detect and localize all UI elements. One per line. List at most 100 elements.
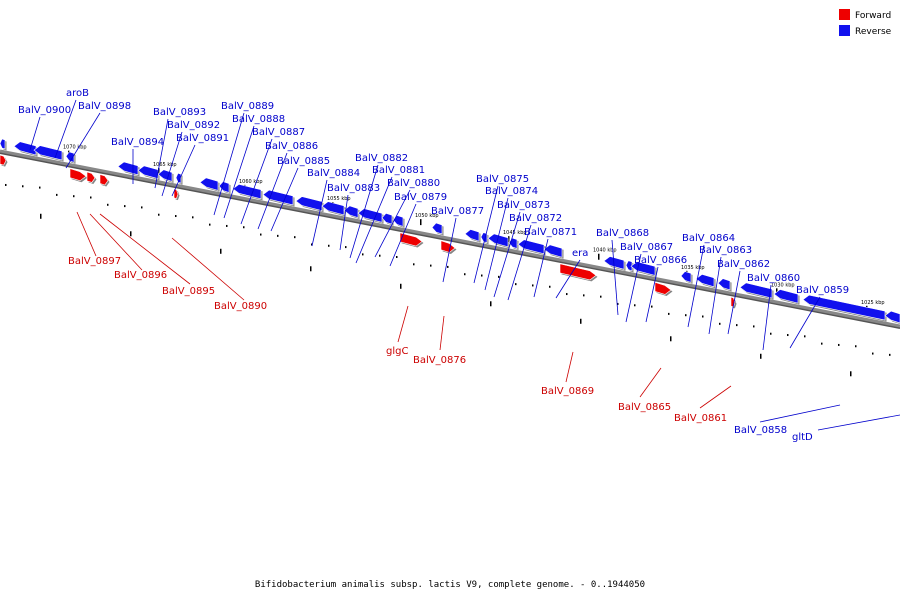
reverse-gene-label[interactable]: BalV_0877	[431, 206, 484, 217]
reverse-leader-line	[789, 296, 821, 349]
forward-gene[interactable]	[399, 232, 423, 247]
reverse-gene-label[interactable]: BalV_0885	[277, 156, 330, 167]
forward-leader-line	[76, 211, 97, 257]
reverse-gene[interactable]	[773, 289, 799, 304]
reverse-gene[interactable]	[487, 233, 509, 248]
reverse-gene-label[interactable]: BalV_0871	[524, 227, 577, 238]
reverse-gene-label[interactable]: BalV_0860	[747, 273, 800, 284]
reverse-gene-label[interactable]: BalV_0858	[734, 425, 787, 436]
reverse-gene-label[interactable]: BalV_0866	[634, 255, 687, 266]
reverse-gene-label[interactable]: BalV_0886	[265, 141, 318, 152]
forward-gene[interactable]	[173, 188, 179, 199]
reverse-gene[interactable]	[295, 196, 323, 211]
legend-forward-swatch	[839, 9, 850, 20]
forward-gene-label[interactable]: BalV_0865	[618, 402, 671, 413]
reverse-gene-label[interactable]: BalV_0868	[596, 228, 649, 239]
reverse-gene-label[interactable]: BalV_0875	[476, 174, 529, 185]
legend: Forward Reverse	[839, 9, 892, 37]
reverse-gene-label[interactable]: BalV_0900	[18, 105, 71, 116]
major-tick	[420, 219, 422, 226]
reverse-gene-label[interactable]: BalV_0879	[394, 192, 447, 203]
reverse-gene[interactable]	[199, 177, 219, 191]
reverse-gene[interactable]	[802, 294, 886, 321]
reverse-gene-label[interactable]: BalV_0891	[176, 133, 229, 144]
reverse-gene-label[interactable]: BalV_0880	[387, 178, 440, 189]
reverse-gene[interactable]	[695, 274, 715, 288]
reverse-gene[interactable]	[13, 141, 37, 156]
forward-gene-label[interactable]: BalV_0869	[541, 386, 594, 397]
reverse-gene-label[interactable]: BalV_0867	[620, 242, 673, 253]
reverse-gene[interactable]	[65, 151, 75, 163]
reverse-gene-label[interactable]: BalV_0883	[327, 183, 380, 194]
reverse-gene-label[interactable]: BalV_0887	[252, 127, 305, 138]
forward-leader-line	[89, 213, 143, 271]
reverse-gene[interactable]	[543, 244, 563, 258]
reverse-gene-label[interactable]: BalV_0874	[485, 186, 538, 197]
genome-caption: Bifidobacterium animalis subsp. lactis V…	[255, 580, 645, 590]
reverse-gene[interactable]	[321, 201, 345, 216]
reverse-gene-label[interactable]: BalV_0893	[153, 107, 206, 118]
forward-gene[interactable]	[440, 240, 456, 253]
forward-leader-line	[171, 237, 245, 301]
reverse-gene-label[interactable]: BalV_0862	[717, 259, 770, 270]
reverse-gene-label[interactable]: BalV_0873	[497, 200, 550, 211]
reverse-gene[interactable]	[884, 310, 900, 324]
reverse-gene[interactable]	[175, 172, 182, 184]
reverse-gene[interactable]	[517, 239, 545, 255]
reverse-gene-label[interactable]: BalV_0881	[372, 165, 425, 176]
forward-gene-label[interactable]: BalV_0890	[214, 301, 267, 312]
scale-label: 1065 kbp	[153, 162, 177, 168]
forward-gene[interactable]	[654, 281, 672, 295]
reverse-gene-label[interactable]: aroB	[66, 88, 89, 99]
reverse-gene[interactable]	[137, 165, 159, 180]
forward-gene[interactable]	[559, 263, 597, 281]
reverse-gene-label[interactable]: BalV_0863	[699, 245, 752, 256]
reverse-gene[interactable]	[0, 138, 6, 150]
forward-gene[interactable]	[86, 171, 96, 183]
reverse-gene[interactable]	[343, 205, 359, 219]
forward-gene-label[interactable]: BalV_0861	[674, 413, 727, 424]
forward-gene-label[interactable]: glgC	[386, 346, 408, 357]
forward-gene-label[interactable]: BalV_0876	[413, 355, 466, 366]
reverse-gene[interactable]	[431, 222, 443, 235]
reverse-leader-line	[374, 189, 411, 258]
reverse-gene-label[interactable]: BalV_0892	[167, 120, 220, 131]
reverse-gene-label[interactable]: BalV_0872	[509, 213, 562, 224]
reverse-gene-label[interactable]: BalV_0882	[355, 153, 408, 164]
reverse-gene[interactable]	[717, 278, 731, 291]
reverse-gene[interactable]	[218, 181, 230, 193]
reverse-gene[interactable]	[33, 145, 63, 161]
forward-gene[interactable]	[0, 154, 7, 166]
reverse-gene-label[interactable]: BalV_0889	[221, 101, 274, 112]
reverse-gene[interactable]	[381, 212, 393, 225]
reverse-gene[interactable]	[680, 271, 692, 283]
forward-gene-label[interactable]: BalV_0896	[114, 270, 167, 281]
reverse-leader-line	[759, 404, 841, 423]
reverse-leader-line	[29, 116, 41, 151]
reverse-gene[interactable]	[464, 229, 480, 242]
reverse-gene-label[interactable]: era	[572, 248, 588, 259]
reverse-gene-label[interactable]: BalV_0864	[682, 233, 735, 244]
reverse-gene[interactable]	[157, 169, 173, 182]
scale-label: 1025 kbp	[861, 300, 885, 306]
reverse-gene[interactable]	[392, 215, 404, 227]
reverse-gene[interactable]	[630, 261, 656, 276]
reverse-gene[interactable]	[262, 189, 294, 206]
forward-leader-line	[565, 351, 574, 383]
reverse-leader-line	[442, 217, 457, 283]
reverse-gene[interactable]	[625, 260, 633, 272]
reverse-gene-label[interactable]: BalV_0859	[796, 285, 849, 296]
reverse-gene-label[interactable]: BalV_0884	[307, 168, 360, 179]
reverse-gene-label[interactable]: BalV_0898	[78, 101, 131, 112]
forward-gene-label[interactable]: BalV_0895	[162, 286, 215, 297]
reverse-gene-label[interactable]: BalV_0888	[232, 114, 285, 125]
reverse-leader-line	[727, 270, 741, 335]
forward-gene[interactable]	[99, 174, 109, 186]
forward-gene-label[interactable]: BalV_0897	[68, 256, 121, 267]
reverse-gene-label[interactable]: BalV_0894	[111, 137, 164, 148]
legend-reverse-label: Reverse	[855, 27, 892, 37]
forward-gene[interactable]	[69, 168, 87, 182]
reverse-gene[interactable]	[739, 282, 773, 299]
reverse-gene-label[interactable]: gltD	[792, 432, 813, 443]
backbone-line	[0, 149, 900, 328]
